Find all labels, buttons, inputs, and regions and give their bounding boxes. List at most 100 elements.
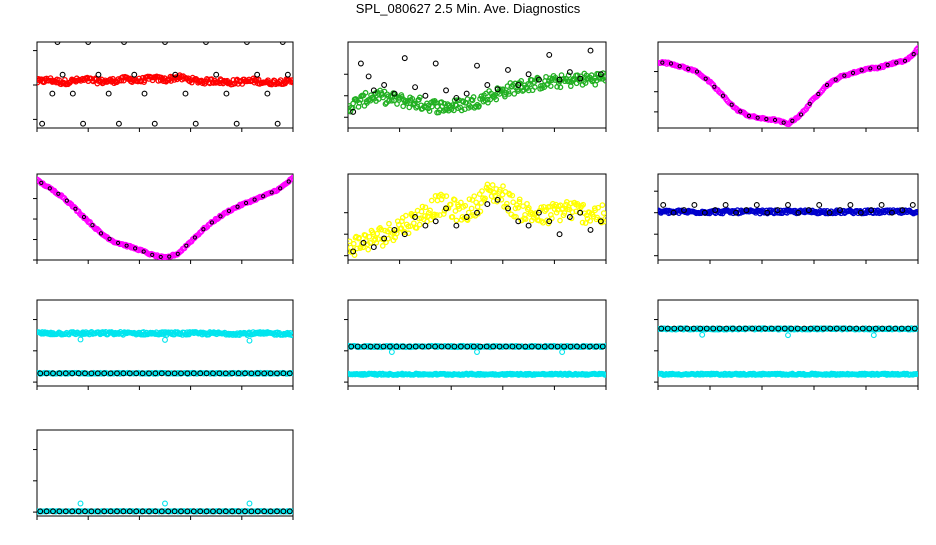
data-point xyxy=(348,238,353,245)
data-point xyxy=(690,325,697,332)
data-point xyxy=(580,201,587,208)
data-point xyxy=(133,508,140,515)
data-point xyxy=(64,198,69,203)
data-point xyxy=(432,343,439,350)
series-cyan-outliers xyxy=(699,331,877,339)
data-point xyxy=(484,82,491,88)
data-point xyxy=(494,86,501,93)
data-point xyxy=(422,204,429,211)
data-point xyxy=(141,90,148,97)
data-point xyxy=(222,508,229,515)
data-point xyxy=(498,196,505,203)
data-point xyxy=(703,76,708,81)
data-point xyxy=(370,87,377,94)
data-point xyxy=(197,370,204,377)
data-point xyxy=(575,203,582,209)
data-point xyxy=(393,343,400,350)
data-point xyxy=(124,243,129,248)
data-point xyxy=(120,370,127,377)
data-point xyxy=(595,204,602,211)
data-point xyxy=(699,331,706,338)
data-point xyxy=(509,343,516,350)
data-point xyxy=(577,209,584,216)
data-point xyxy=(500,86,506,93)
data-point xyxy=(401,55,408,62)
data-point xyxy=(493,96,500,103)
series-sparse xyxy=(660,51,916,125)
data-point xyxy=(729,102,734,107)
data-point xyxy=(184,370,191,377)
data-point xyxy=(246,500,253,507)
data-point xyxy=(432,218,439,225)
data-point xyxy=(190,370,197,377)
data-point xyxy=(850,70,856,76)
series-dense xyxy=(658,207,918,217)
data-point xyxy=(546,218,553,225)
data-point xyxy=(172,71,179,78)
data-point xyxy=(424,213,431,220)
data-point xyxy=(49,90,56,97)
data-point xyxy=(162,336,168,343)
data-point xyxy=(684,325,691,332)
panel-4 xyxy=(33,173,294,264)
data-point xyxy=(184,243,189,248)
data-point xyxy=(526,81,533,88)
data-point xyxy=(107,370,114,377)
series-sparse xyxy=(39,179,291,260)
data-point xyxy=(54,42,61,45)
data-point xyxy=(842,73,847,78)
data-point xyxy=(905,325,912,332)
data-point xyxy=(567,343,574,350)
data-point xyxy=(712,84,717,89)
data-point xyxy=(246,337,253,344)
data-point xyxy=(470,343,477,350)
data-point xyxy=(915,45,918,52)
data-point xyxy=(515,343,522,350)
data-point xyxy=(280,370,287,377)
series-dense xyxy=(348,181,606,259)
data-point xyxy=(197,508,204,515)
data-point xyxy=(519,88,526,94)
data-point xyxy=(733,209,739,216)
data-point xyxy=(141,249,146,254)
data-point xyxy=(152,508,159,515)
plot-marks xyxy=(37,42,293,127)
data-point xyxy=(697,325,704,332)
data-point xyxy=(546,51,553,58)
plot-frame xyxy=(657,173,919,261)
data-point xyxy=(597,218,604,225)
data-point xyxy=(840,325,847,332)
data-point xyxy=(547,83,554,89)
data-point xyxy=(764,116,769,122)
data-point xyxy=(422,213,428,219)
data-point xyxy=(601,218,606,225)
data-point xyxy=(801,325,808,332)
data-point xyxy=(599,343,606,350)
plot-marks xyxy=(658,202,918,217)
data-point xyxy=(775,325,782,332)
series-sparse xyxy=(350,47,604,115)
series-dense-upper xyxy=(37,328,293,338)
data-point xyxy=(50,370,56,377)
series-dense-lower xyxy=(348,370,606,378)
data-point xyxy=(90,223,95,228)
data-point xyxy=(670,209,677,216)
plot-marks xyxy=(348,181,606,259)
series-dense xyxy=(37,72,293,88)
data-point xyxy=(868,207,875,214)
data-point xyxy=(868,66,873,71)
data-point xyxy=(691,202,698,208)
data-point xyxy=(824,82,830,88)
data-point xyxy=(462,202,469,209)
series-sparse xyxy=(660,202,916,216)
data-point xyxy=(525,71,532,78)
data-point xyxy=(805,207,812,214)
data-point xyxy=(494,196,501,203)
data-point xyxy=(561,343,568,350)
data-point xyxy=(94,508,101,515)
plot-marks xyxy=(37,174,293,260)
panel-10 xyxy=(33,429,294,520)
data-point xyxy=(367,343,374,350)
data-point xyxy=(564,78,571,85)
